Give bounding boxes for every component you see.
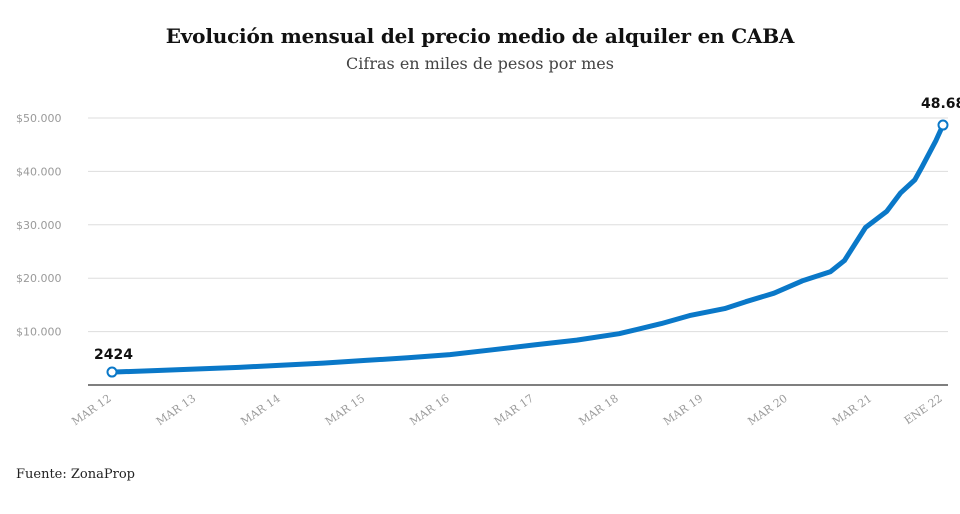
x-tick-label: MAR 13	[154, 392, 198, 428]
chart-subtitle: Cifras en miles de pesos por mes	[346, 54, 614, 73]
series-layer	[109, 122, 946, 375]
annotation-label: 48.680	[921, 96, 960, 112]
source-note: Fuente: ZonaProp	[16, 467, 135, 482]
x-tick-label: MAR 15	[323, 392, 367, 428]
x-tick-label: MAR 16	[407, 392, 451, 428]
x-tick-label: MAR 21	[830, 392, 874, 428]
x-axis-ticks: MAR 12 MAR 13 MAR 14 MAR 15 MAR 16 MAR 17 MAR …	[69, 392, 944, 428]
x-tick-label: MAR 14	[238, 392, 282, 428]
y-tick-label: $40.000	[16, 165, 62, 178]
y-axis-ticks: $10.000 $20.000 $30.000 $40.000 $50.000	[16, 112, 62, 339]
gridlines	[88, 117, 948, 333]
y-tick-label: $10.000	[16, 326, 62, 339]
x-tick-label: MAR 17	[492, 392, 536, 428]
x-tick-label: MAR 19	[661, 392, 705, 428]
annotation-marker	[937, 119, 949, 131]
annotation-marker	[106, 366, 118, 378]
annotation-label: 2424	[94, 347, 133, 363]
chart-title: Evolución mensual del precio medio de al…	[165, 24, 795, 48]
x-tick-label: ENE 22	[902, 392, 945, 427]
series-line	[109, 122, 946, 375]
x-tick-label: MAR 20	[745, 392, 789, 428]
x-tick-label: MAR 18	[576, 392, 620, 428]
x-tick-label: MAR 12	[69, 392, 113, 428]
y-tick-label: $50.000	[16, 112, 62, 125]
annotations: 2424 48.680	[94, 96, 960, 378]
y-tick-label: $30.000	[16, 219, 62, 232]
y-tick-label: $20.000	[16, 272, 62, 285]
